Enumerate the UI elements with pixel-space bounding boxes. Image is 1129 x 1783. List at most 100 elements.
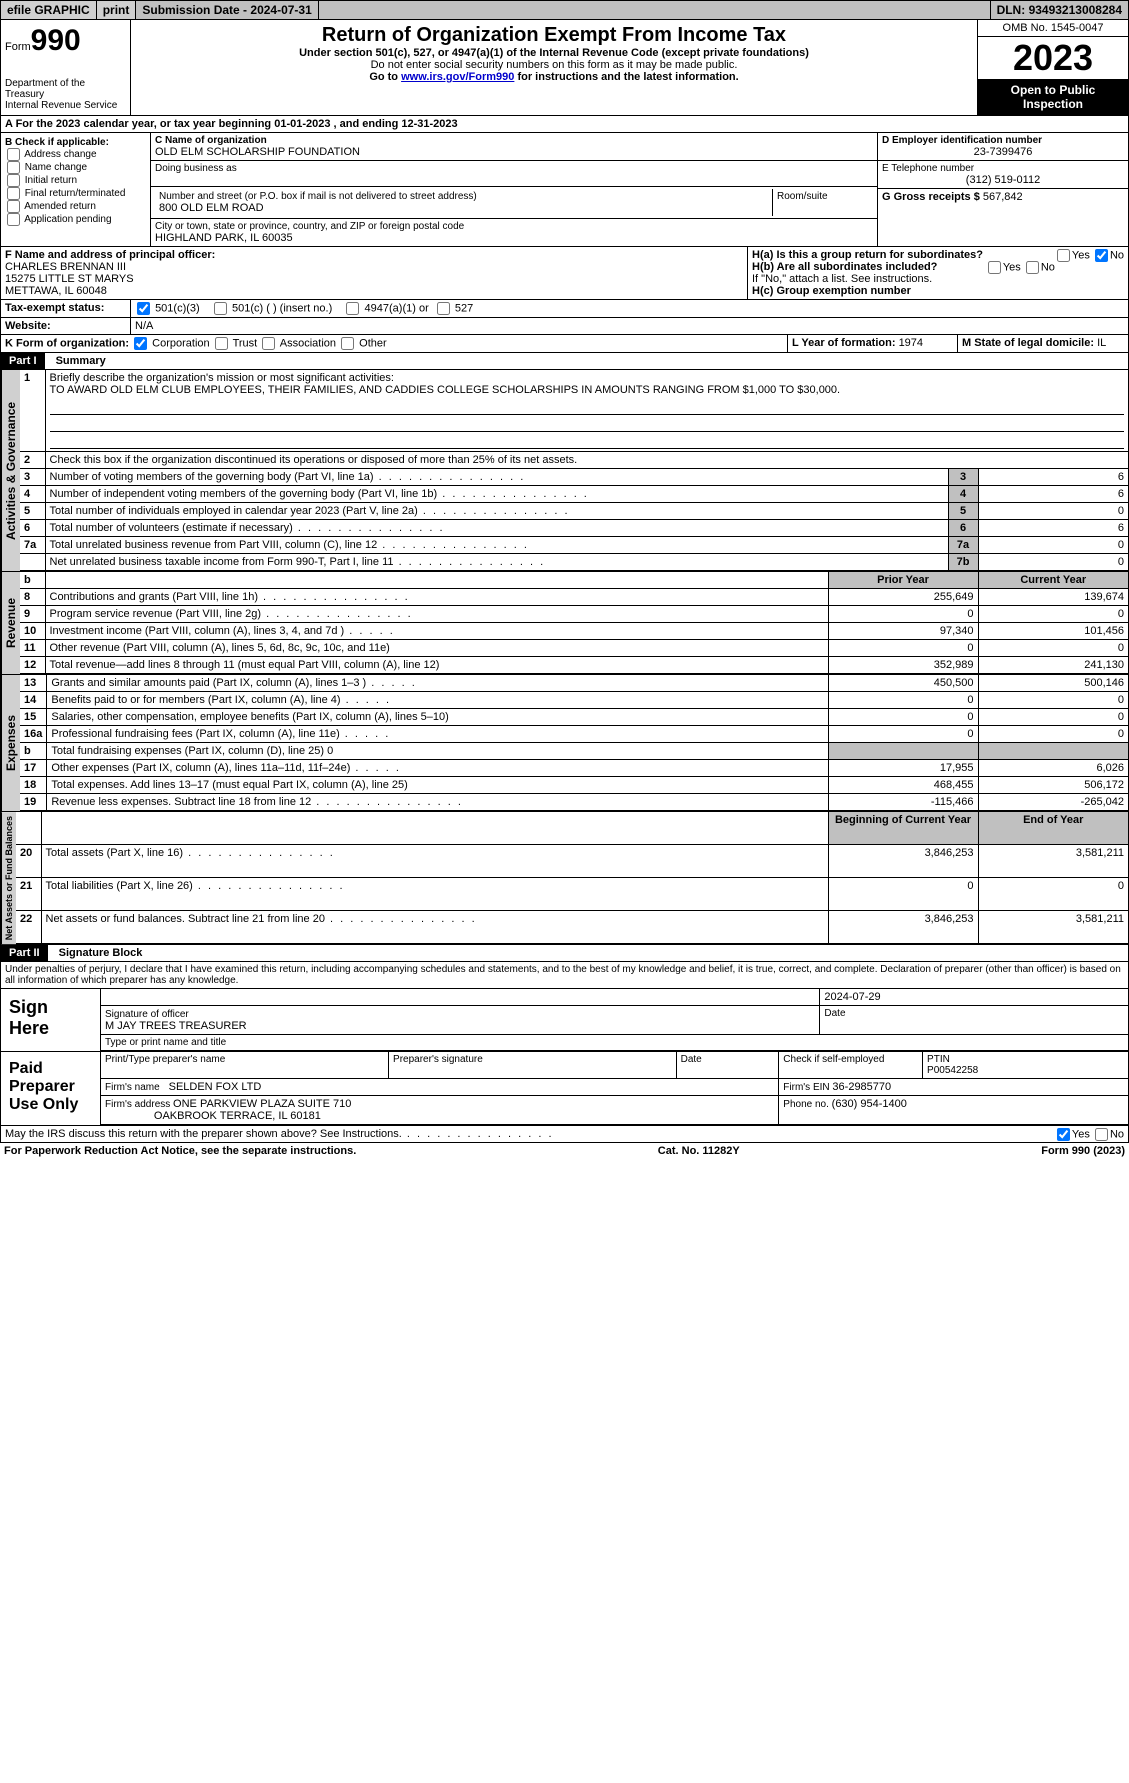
- name-label: C Name of organization: [155, 135, 873, 146]
- chk-discuss-no[interactable]: [1095, 1128, 1108, 1141]
- chk-corp[interactable]: [134, 337, 147, 350]
- chk-trust[interactable]: [215, 337, 228, 350]
- chk-hb-yes[interactable]: [988, 261, 1001, 274]
- chk-501c3[interactable]: [137, 302, 150, 315]
- c15: 0: [978, 709, 1128, 726]
- year-formation: 1974: [899, 337, 923, 349]
- chk-name-change[interactable]: [7, 161, 20, 174]
- h-b-note: If "No," attach a list. See instructions…: [752, 273, 1124, 285]
- officer-addr2: METTAWA, IL 60048: [5, 285, 743, 297]
- sign-date: 2024-07-29: [820, 989, 1128, 1006]
- firm-name: SELDEN FOX LTD: [169, 1081, 262, 1093]
- form-header: Form990 Department of the Treasury Inter…: [0, 20, 1129, 116]
- paid-preparer-label: Paid Preparer Use Only: [1, 1052, 101, 1125]
- top-toolbar: efile GRAPHIC print Submission Date - 20…: [0, 0, 1129, 20]
- c21: 0: [978, 877, 1128, 910]
- sign-here-block: Sign Here 2024-07-29 Signature of office…: [0, 989, 1129, 1052]
- officer-addr1: 15275 LITTLE ST MARYS: [5, 273, 743, 285]
- p21: 0: [828, 877, 978, 910]
- chk-527[interactable]: [437, 302, 450, 315]
- form-title: Return of Organization Exempt From Incom…: [135, 24, 973, 47]
- dept-treasury: Department of the Treasury Internal Reve…: [5, 78, 126, 111]
- firm-phone: (630) 954-1400: [832, 1098, 907, 1110]
- chk-501c[interactable]: [214, 302, 227, 315]
- dba-label: Doing business as: [155, 163, 873, 174]
- netassets-block: Net Assets or Fund Balances Beginning of…: [0, 812, 1129, 945]
- c11: 0: [978, 640, 1128, 657]
- print-button[interactable]: print: [97, 1, 137, 19]
- form-label: Form: [5, 41, 31, 53]
- label-i: Tax-exempt status:: [1, 300, 131, 317]
- p14: 0: [828, 692, 978, 709]
- street-label: Number and street (or P.O. box if mail i…: [159, 191, 768, 202]
- ein-label: D Employer identification number: [882, 135, 1124, 146]
- chk-discuss-yes[interactable]: [1057, 1128, 1070, 1141]
- chk-app-pending[interactable]: [7, 213, 20, 226]
- firm-addr2: OAKBROOK TERRACE, IL 60181: [154, 1110, 321, 1122]
- ein-value: 23-7399476: [882, 146, 1124, 158]
- p12: 352,989: [828, 657, 978, 674]
- chk-other[interactable]: [341, 337, 354, 350]
- room-label: Room/suite: [773, 189, 873, 216]
- part1-header: Part I Summary: [0, 353, 1129, 370]
- chk-ha-no[interactable]: [1095, 249, 1108, 262]
- chk-ha-yes[interactable]: [1057, 249, 1070, 262]
- website-row: Website: N/A: [0, 318, 1129, 335]
- form-subtitle-1: Under section 501(c), 527, or 4947(a)(1)…: [135, 47, 973, 59]
- chk-assoc[interactable]: [262, 337, 275, 350]
- p13: 450,500: [828, 675, 978, 692]
- firm-addr1: ONE PARKVIEW PLAZA SUITE 710: [173, 1098, 351, 1110]
- phone-value: (312) 519-0112: [882, 174, 1124, 186]
- activities-governance-block: Activities & Governance 1 Briefly descri…: [0, 370, 1129, 572]
- c20: 3,581,211: [978, 844, 1128, 877]
- tax-exempt-row: Tax-exempt status: 501(c)(3) 501(c) ( ) …: [0, 300, 1129, 318]
- val-7b: 0: [978, 554, 1128, 571]
- chk-address-change[interactable]: [7, 148, 20, 161]
- h-a: H(a) Is this a group return for subordin…: [752, 249, 1124, 261]
- side-netassets: Net Assets or Fund Balances: [1, 812, 16, 944]
- c22: 3,581,211: [978, 911, 1128, 944]
- declaration-text: Under penalties of perjury, I declare th…: [0, 962, 1129, 989]
- p17: 17,955: [828, 760, 978, 777]
- label-k: K Form of organization:: [5, 337, 129, 349]
- val-5: 0: [978, 503, 1128, 520]
- val-6: 6: [978, 520, 1128, 537]
- val-4: 6: [978, 486, 1128, 503]
- chk-4947[interactable]: [346, 302, 359, 315]
- p9: 0: [828, 606, 978, 623]
- chk-final-return[interactable]: [7, 187, 20, 200]
- side-activities: Activities & Governance: [1, 370, 20, 571]
- ptin-value: P00542258: [927, 1065, 978, 1076]
- p20: 3,846,253: [828, 844, 978, 877]
- chk-amended[interactable]: [7, 200, 20, 213]
- state-domicile: IL: [1097, 337, 1106, 349]
- footer-mid: Cat. No. 11282Y: [658, 1145, 740, 1157]
- irs-link[interactable]: www.irs.gov/Form990: [401, 71, 514, 83]
- city-state-zip: HIGHLAND PARK, IL 60035: [155, 232, 873, 244]
- street-address: 800 OLD ELM ROAD: [159, 202, 768, 214]
- efile-graphic-button[interactable]: efile GRAPHIC: [1, 1, 97, 19]
- c12: 241,130: [978, 657, 1128, 674]
- val-7a: 0: [978, 537, 1128, 554]
- mission-text: TO AWARD OLD ELM CLUB EMPLOYEES, THEIR F…: [50, 384, 841, 396]
- officer-label: F Name and address of principal officer:: [5, 249, 743, 261]
- c19: -265,042: [978, 794, 1128, 811]
- page-footer: For Paperwork Reduction Act Notice, see …: [0, 1143, 1129, 1159]
- city-label: City or town, state or province, country…: [155, 221, 873, 232]
- side-expenses: Expenses: [1, 675, 20, 811]
- c8: 139,674: [978, 589, 1128, 606]
- p10: 97,340: [828, 623, 978, 640]
- klm-row: K Form of organization: Corporation Trus…: [0, 335, 1129, 353]
- val-3: 6: [978, 469, 1128, 486]
- form-number: 990: [31, 24, 81, 57]
- header-entity-block: B Check if applicable: Address change Na…: [0, 133, 1129, 247]
- c14: 0: [978, 692, 1128, 709]
- gross-receipts-label: G Gross receipts $: [882, 191, 983, 203]
- h-b: H(b) Are all subordinates included? Yes …: [752, 261, 1124, 273]
- gross-receipts-value: 567,842: [983, 191, 1023, 203]
- dln: DLN: 93493213008284: [990, 1, 1128, 19]
- side-revenue: Revenue: [1, 572, 20, 674]
- chk-hb-no[interactable]: [1026, 261, 1039, 274]
- chk-initial-return[interactable]: [7, 174, 20, 187]
- paid-preparer-block: Paid Preparer Use Only Print/Type prepar…: [0, 1052, 1129, 1126]
